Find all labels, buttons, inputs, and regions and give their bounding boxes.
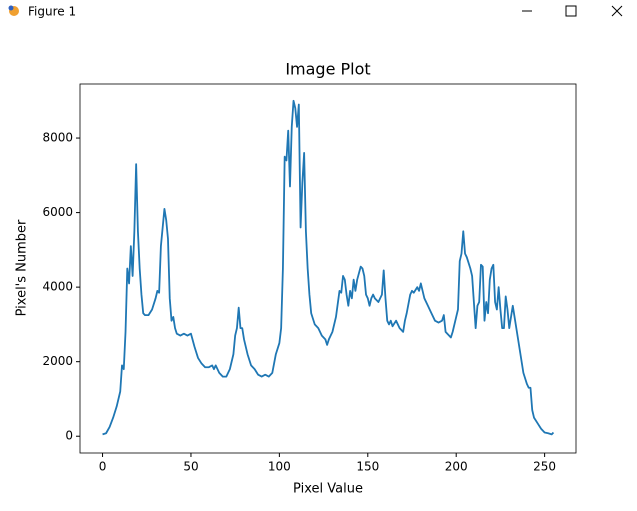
x-tick-label: 200: [445, 460, 468, 474]
x-tick-label: 0: [99, 460, 107, 474]
plot-frame: [79, 83, 577, 454]
x-axis-label: Pixel Value: [293, 482, 363, 497]
y-tick-label: 4000: [42, 280, 73, 294]
x-tick-label: 100: [268, 460, 291, 474]
y-tick-label: 0: [65, 429, 73, 443]
maximize-button[interactable]: [565, 5, 577, 17]
y-axis-label: Pixel's Number: [15, 219, 30, 316]
x-tick-label: 50: [183, 460, 198, 474]
x-tick-label: 250: [533, 460, 556, 474]
y-tick-label: 2000: [42, 354, 73, 368]
app-icon: [8, 5, 19, 16]
x-tick-label: 150: [356, 460, 379, 474]
close-button[interactable]: [611, 5, 623, 17]
y-tick-label: 8000: [42, 131, 73, 145]
y-tick-label: 6000: [42, 205, 73, 219]
data-line: [102, 99, 555, 436]
window-title: Figure 1: [28, 5, 76, 19]
chart-title: Image Plot: [285, 60, 370, 79]
